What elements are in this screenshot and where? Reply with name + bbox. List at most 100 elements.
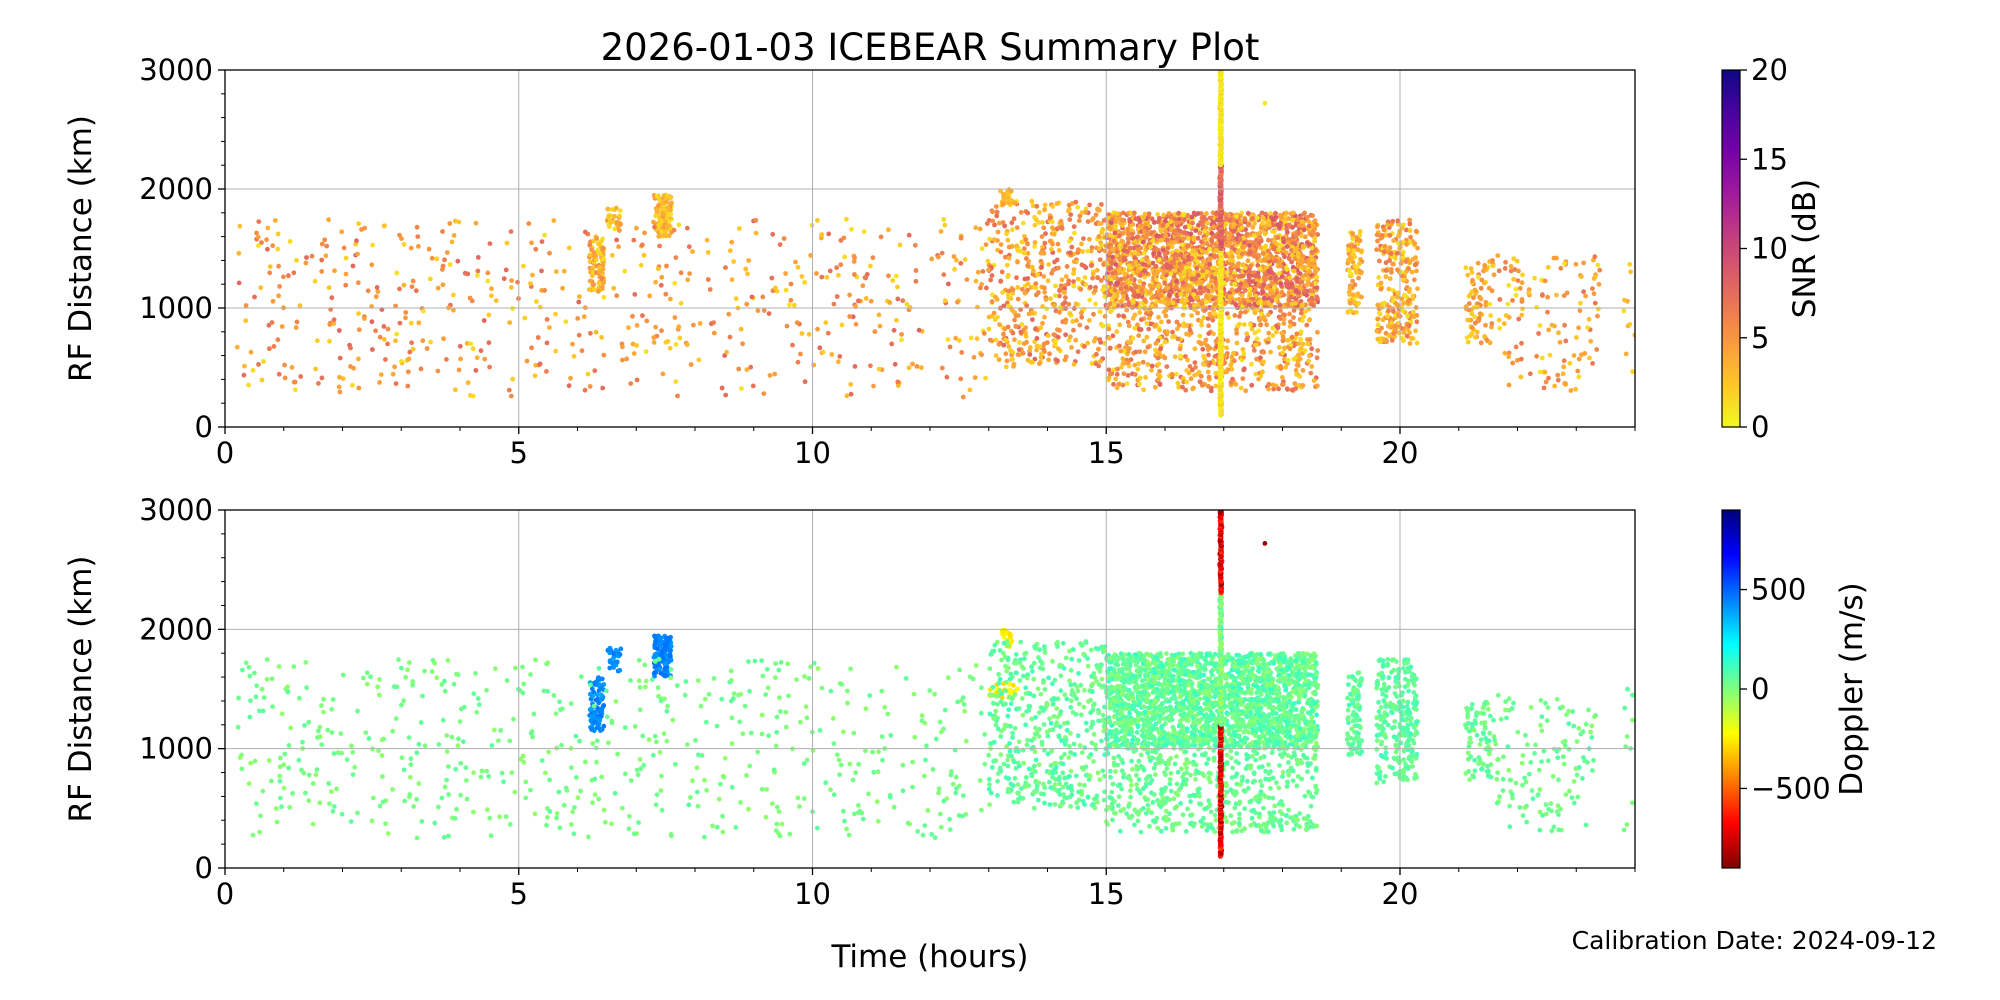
data-point (1238, 385, 1244, 391)
data-point (1163, 229, 1169, 234)
data-point (628, 381, 634, 386)
data-point (868, 263, 873, 269)
data-point (1198, 290, 1204, 296)
data-point (1006, 344, 1012, 349)
data-point (1010, 330, 1016, 336)
data-point (1261, 359, 1266, 365)
data-point (1383, 268, 1389, 273)
data-point (373, 328, 378, 334)
data-point (654, 207, 660, 213)
data-point (1520, 306, 1525, 312)
data-point (613, 205, 619, 211)
data-point (1266, 312, 1271, 318)
data-point (1019, 239, 1025, 245)
data-point (1085, 340, 1091, 346)
data-point (534, 299, 539, 304)
data-point (601, 280, 606, 286)
data-point (1151, 271, 1157, 276)
data-point (1140, 261, 1146, 267)
data-point (435, 285, 441, 291)
data-point (595, 241, 601, 247)
data-point (1508, 268, 1514, 274)
data-point (1078, 286, 1084, 292)
data-point (1298, 261, 1303, 267)
data-point (1142, 228, 1147, 234)
data-point (1276, 386, 1281, 392)
data-point (1198, 319, 1204, 324)
data-point (853, 321, 859, 327)
data-point (1168, 256, 1174, 262)
data-point (1037, 210, 1042, 215)
data-point (1198, 285, 1203, 290)
data-point (370, 347, 375, 352)
data-point (452, 387, 458, 393)
data-point (1207, 293, 1213, 299)
data-point (894, 273, 899, 279)
data-point (784, 323, 790, 329)
data-point (1253, 293, 1259, 299)
data-point (1228, 249, 1234, 255)
data-point (1519, 340, 1524, 346)
data-point (1575, 368, 1581, 374)
data-point (1465, 317, 1471, 323)
data-point (1375, 224, 1380, 230)
data-point (1315, 232, 1321, 237)
data-point (1132, 293, 1138, 299)
data-point (234, 344, 240, 350)
data-point (1300, 368, 1306, 373)
data-point (354, 238, 359, 244)
data-point (826, 231, 832, 237)
data-point (343, 271, 349, 277)
data-point (1207, 261, 1213, 267)
data-point (1477, 311, 1483, 317)
data-point (297, 303, 303, 309)
data-point (537, 361, 543, 367)
data-point (1138, 327, 1144, 332)
data-point (601, 295, 607, 300)
data-point (1298, 310, 1304, 316)
data-point (1195, 310, 1200, 316)
data-point (967, 387, 973, 393)
data-point (612, 214, 617, 219)
data-point (1144, 234, 1149, 240)
data-point (1172, 268, 1178, 273)
data-point (996, 220, 1002, 226)
data-point (1374, 247, 1379, 253)
data-point (1132, 255, 1138, 261)
data-point (1185, 357, 1190, 363)
data-point (544, 340, 550, 346)
data-point (442, 257, 447, 263)
data-point (823, 320, 829, 325)
data-point (1410, 256, 1416, 262)
data-point (316, 381, 321, 386)
data-point (1348, 271, 1354, 277)
data-point (1475, 260, 1481, 266)
data-point (978, 285, 983, 291)
data-point (1359, 294, 1364, 300)
data-point (1204, 241, 1210, 247)
data-point (696, 357, 702, 363)
data-point (1110, 254, 1116, 260)
data-point (1170, 329, 1175, 335)
data-point (1224, 230, 1229, 236)
data-point (339, 229, 345, 235)
data-point (1099, 230, 1105, 236)
data-point (617, 213, 622, 219)
data-point (1107, 251, 1112, 256)
data-point (286, 273, 291, 279)
data-point (1109, 297, 1115, 303)
data-point (1065, 208, 1071, 214)
data-point (1241, 240, 1247, 246)
data-point (669, 200, 674, 206)
data-point (1296, 352, 1301, 358)
data-point (1291, 268, 1297, 274)
data-point (503, 267, 509, 273)
data-point (1592, 254, 1598, 260)
data-point (1011, 216, 1017, 222)
data-point (336, 384, 342, 390)
data-point (1413, 262, 1419, 267)
data-point (1032, 222, 1038, 228)
data-point (1506, 354, 1512, 360)
data-point (1127, 219, 1133, 224)
data-point (1137, 279, 1143, 284)
